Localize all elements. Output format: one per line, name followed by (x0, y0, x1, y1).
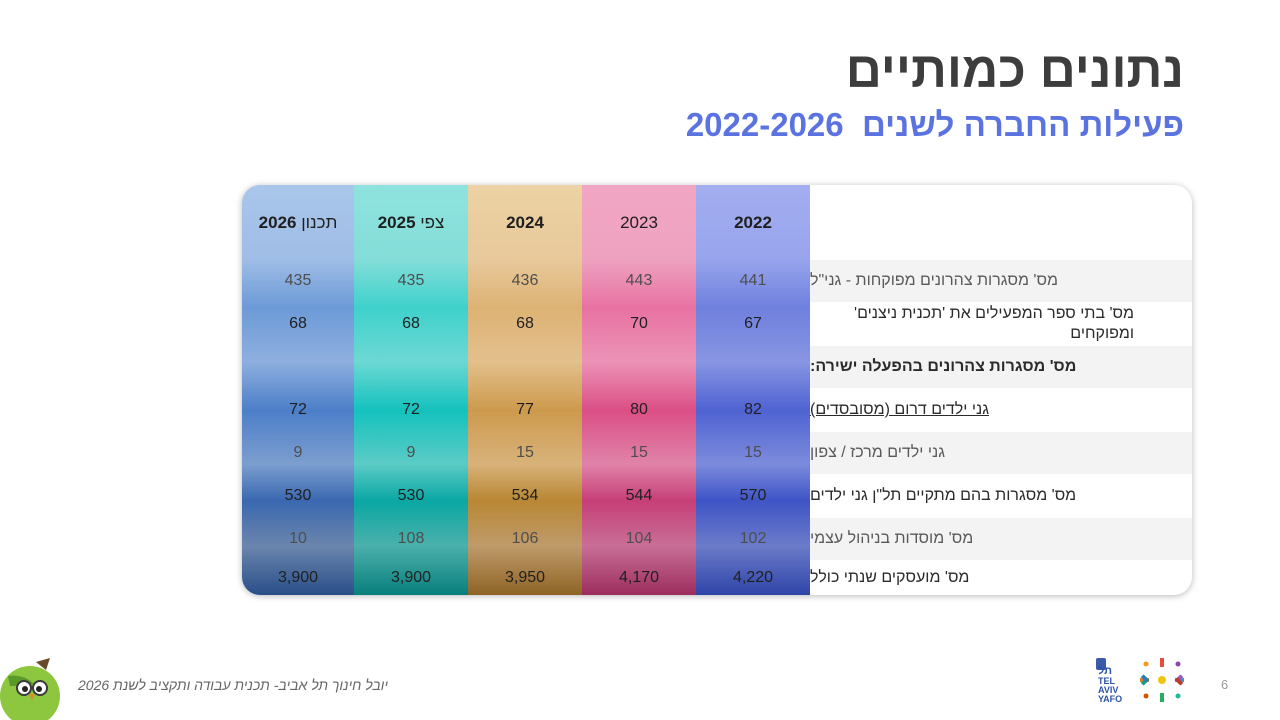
svg-text:YAFO: YAFO (1098, 694, 1122, 704)
row-bg (810, 518, 1192, 560)
row-label: מס' מוסדות בניהול עצמי (810, 530, 974, 547)
header-2022: 2022 (734, 212, 772, 232)
svg-text:TEL: TEL (1098, 676, 1116, 686)
slide-subtitle: פעילות החברה לשנים 2022-2026 (685, 106, 1184, 143)
table-cell: 10 (289, 530, 307, 547)
table-cell: 102 (739, 530, 767, 547)
table-cell: 15 (516, 444, 534, 461)
table-cell: 67 (744, 315, 762, 332)
table-cell: 77 (516, 401, 534, 418)
table-cell: 68 (289, 315, 307, 332)
table-cell: 72 (402, 401, 420, 418)
column-2023 (582, 185, 696, 595)
table-cell: 530 (397, 487, 425, 504)
tel-aviv-logo: תל TEL AVIV YAFO (1094, 652, 1192, 710)
header-2026: תכנון 2026 (258, 212, 338, 232)
table-cell: 15 (630, 444, 648, 461)
bird-logo (0, 658, 60, 720)
table-cell: 544 (625, 487, 653, 504)
table-cell: 68 (516, 315, 534, 332)
row-label: מס' מסגרות בהם מתקיים תל"ן גני ילדים (810, 487, 1077, 504)
page-number: 6 (1221, 677, 1229, 692)
table-cell: 82 (744, 401, 762, 418)
column-2025 (354, 185, 468, 595)
column-2026 (242, 185, 354, 595)
row-label: גני ילדים מרכז / צפון (810, 444, 945, 461)
header-2025: צפי 2025 (377, 212, 445, 232)
row-label: מס' מסגרות צהרונים בהפעלה ישירה: (810, 358, 1077, 375)
table-cell: 530 (284, 487, 312, 504)
table-cell: 9 (293, 444, 303, 461)
svg-text:AVIV: AVIV (1098, 685, 1118, 695)
row-bg (810, 260, 1192, 302)
table-cell: 70 (630, 315, 648, 332)
table-cell: 435 (397, 272, 425, 289)
table-cell: 108 (397, 530, 425, 547)
table-cell: 4,170 (618, 568, 660, 586)
row-label: מס' מסגרות צהרונים מפוקחות - גני"ל (810, 272, 1058, 289)
table-cell: 441 (739, 272, 767, 289)
row-label: גני ילדים דרום (מסובסדים) (810, 401, 990, 418)
table-cell: 72 (289, 401, 307, 418)
table-cell: 436 (511, 272, 539, 289)
table-cell: 9 (406, 444, 416, 461)
row-bg (810, 346, 1192, 388)
column-2022 (696, 185, 810, 595)
table-cell: 435 (284, 272, 312, 289)
table-cell: 534 (511, 487, 539, 504)
table-cell: 104 (625, 530, 653, 547)
svg-text:תל: תל (1098, 664, 1112, 677)
row-label: מס' בתי ספר המפעילים את 'תכנית ניצנים' ו… (854, 305, 1134, 342)
tel-aviv-logo-icon: תל TEL AVIV YAFO (1096, 658, 1184, 704)
table-cell: 4,220 (732, 568, 774, 586)
table-cell: 3,950 (504, 568, 546, 586)
footer-text: יובל חינוך תל אביב- תכנית עבודה ותקציב ל… (78, 677, 388, 693)
data-table: 2022 2023 2024 צפי 2025 תכנון 2026 מס' מ… (242, 185, 1192, 595)
table-cell: 106 (511, 530, 539, 547)
column-2024 (468, 185, 582, 595)
table-cell: 80 (630, 401, 648, 418)
table-cell: 3,900 (390, 568, 432, 586)
table-cell: 443 (625, 272, 653, 289)
row-bg (810, 432, 1192, 474)
header-2024: 2024 (506, 212, 544, 232)
table-cell: 570 (739, 487, 767, 504)
table-cell: 3,900 (277, 568, 319, 586)
row-label: מס' מועסקים שנתי כולל (810, 568, 970, 586)
header-2023: 2023 (620, 212, 658, 232)
table-cell: 68 (402, 315, 420, 332)
table-cell: 15 (744, 444, 762, 461)
slide-title: נתונים כמותיים (845, 42, 1184, 98)
